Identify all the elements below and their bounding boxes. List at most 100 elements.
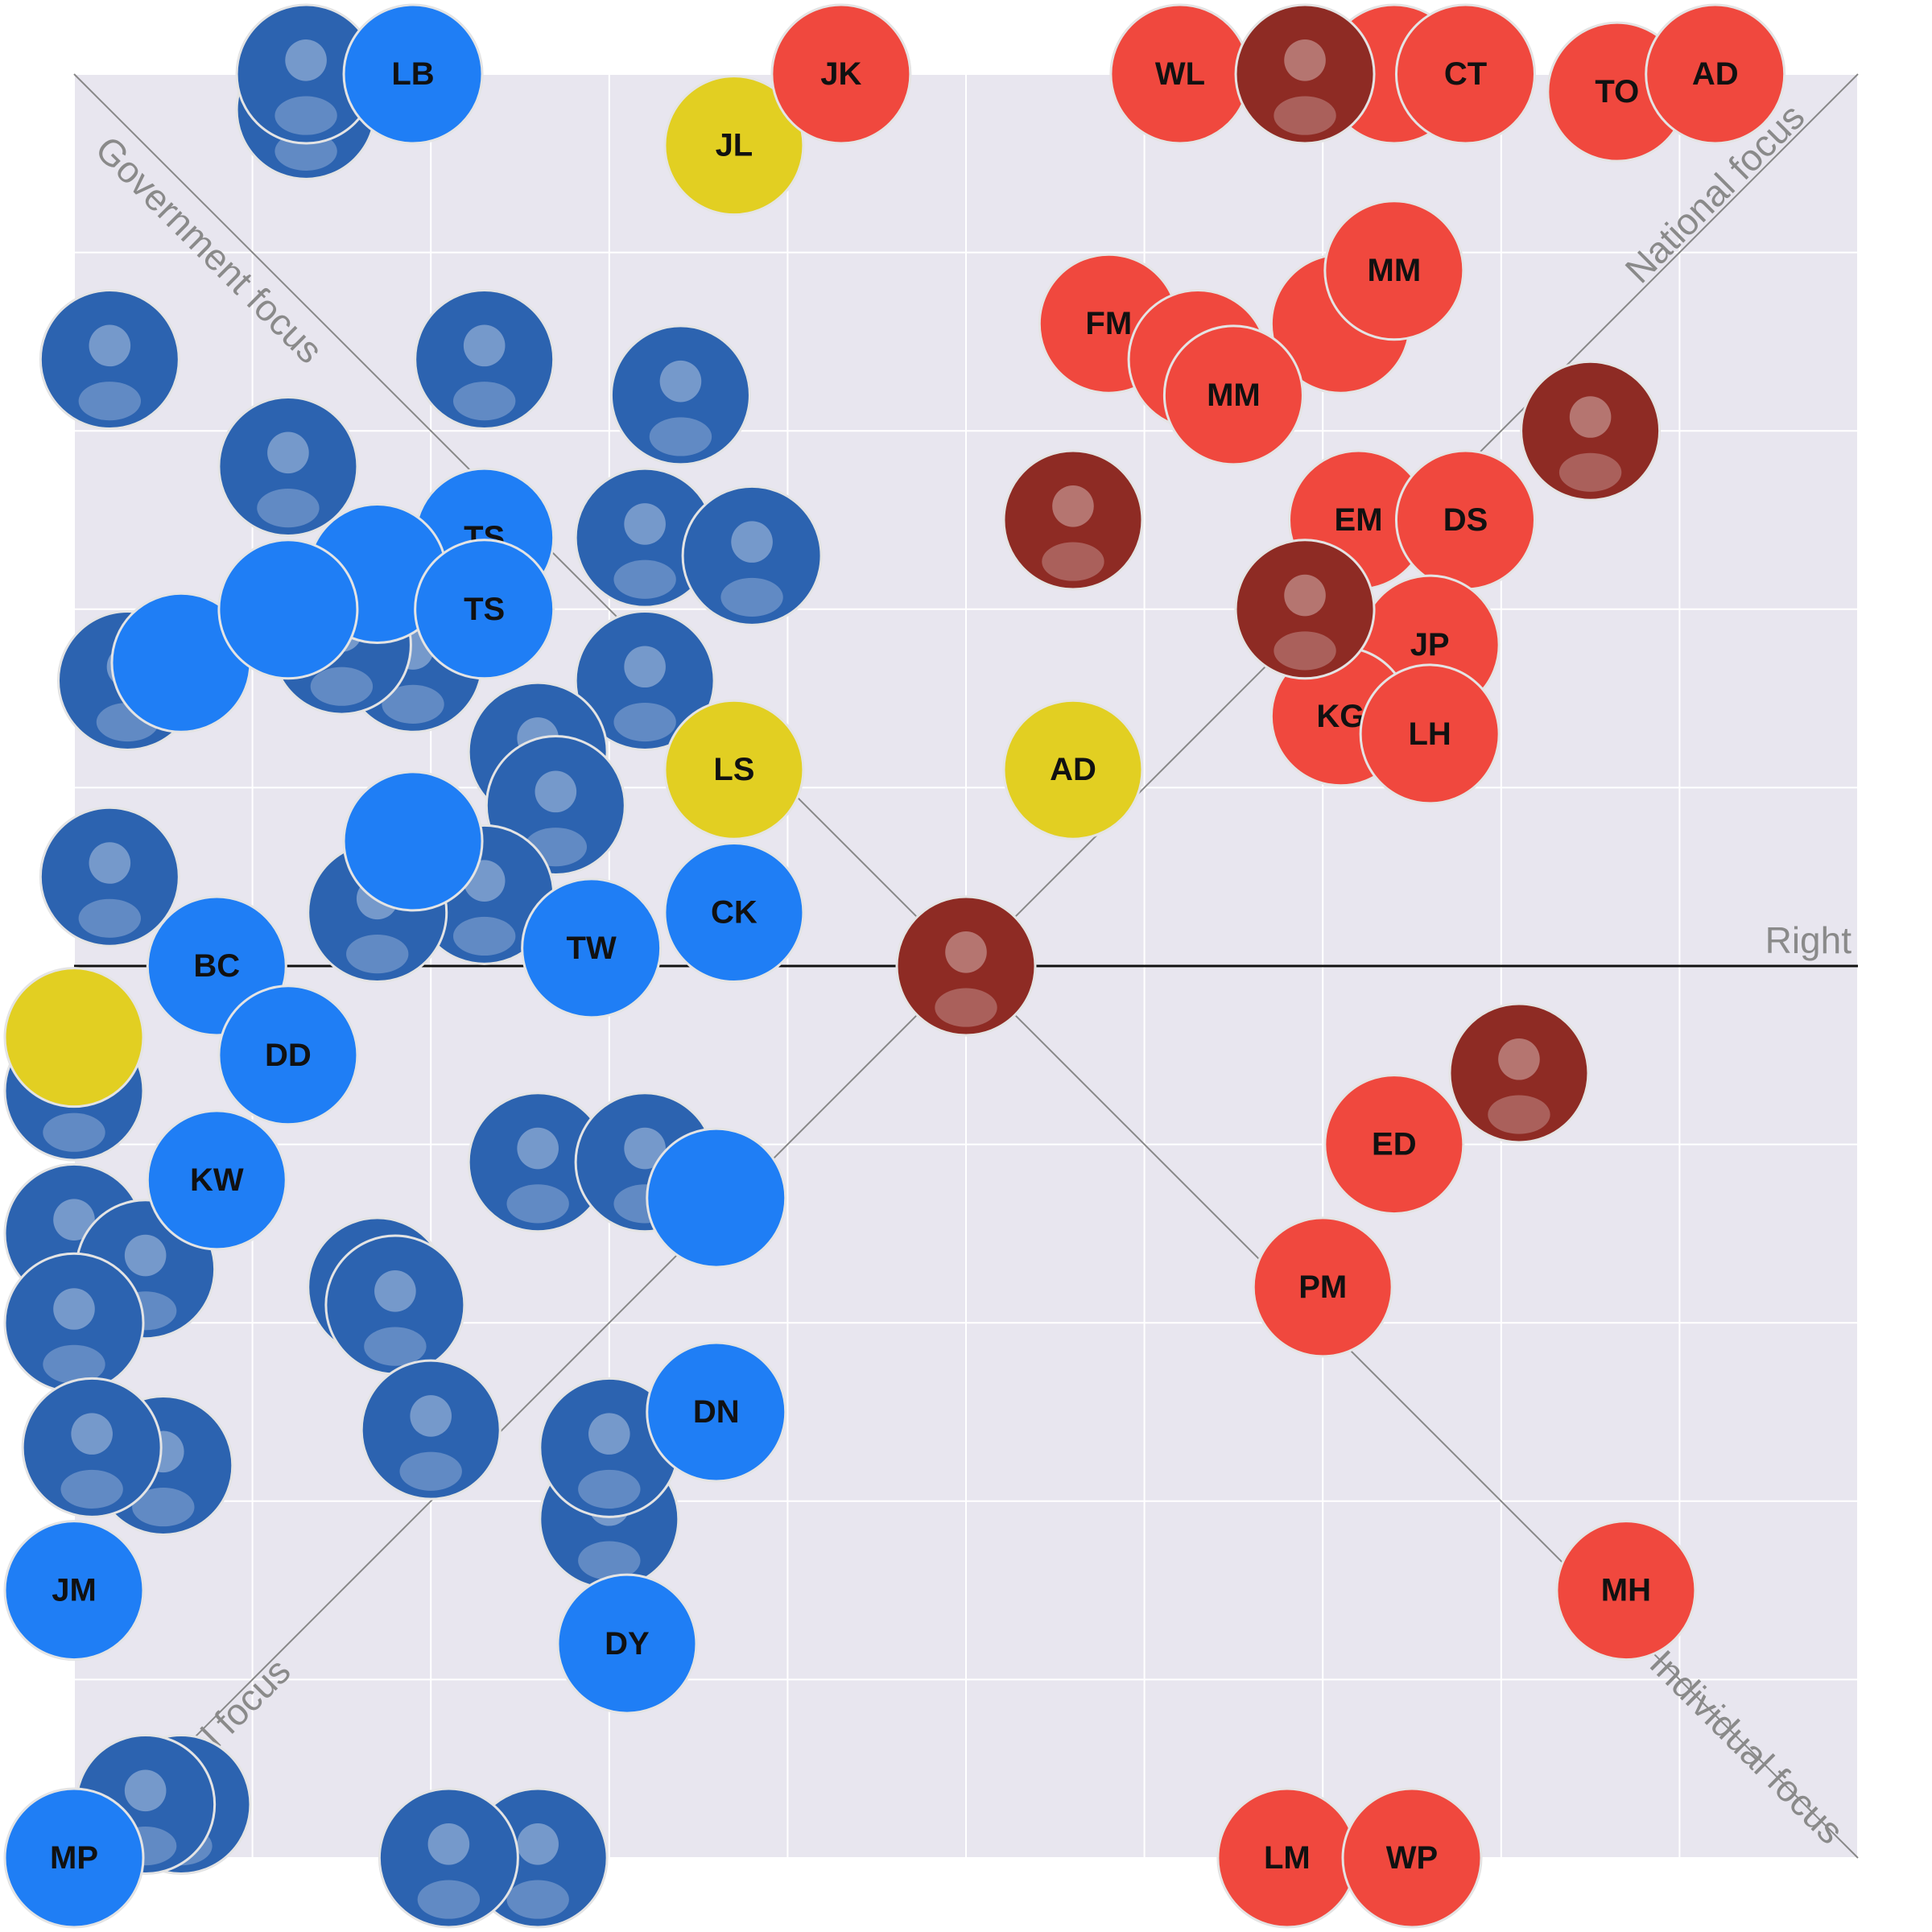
point bbox=[21, 1377, 163, 1518]
point bbox=[1323, 200, 1465, 341]
photo-body bbox=[720, 577, 783, 617]
point bbox=[1359, 663, 1501, 805]
photo-body bbox=[132, 1488, 195, 1527]
point bbox=[378, 1787, 519, 1929]
point bbox=[217, 539, 359, 680]
photo-head bbox=[1284, 39, 1326, 81]
candidate-marker bbox=[39, 289, 180, 431]
candidate-marker bbox=[217, 539, 359, 680]
photo-head bbox=[535, 770, 577, 813]
initials: JL bbox=[716, 128, 753, 163]
point bbox=[414, 289, 555, 431]
point bbox=[1323, 1074, 1465, 1216]
point bbox=[1234, 3, 1376, 145]
point bbox=[1645, 3, 1786, 145]
photo-body bbox=[613, 559, 676, 599]
candidate-marker: LM bbox=[1216, 1787, 1358, 1929]
photo-body bbox=[257, 489, 320, 528]
photo-head bbox=[410, 1395, 452, 1437]
candidate-marker bbox=[1448, 1002, 1590, 1144]
photo-head bbox=[53, 1199, 95, 1241]
photo-body bbox=[506, 1184, 569, 1224]
photo-head bbox=[124, 1769, 167, 1812]
candidate-marker bbox=[217, 396, 359, 538]
point bbox=[1162, 324, 1304, 466]
candidate-marker bbox=[378, 1787, 519, 1929]
photo-body bbox=[310, 667, 374, 706]
photo-head bbox=[89, 324, 131, 367]
photo-head bbox=[517, 1127, 559, 1170]
initials: LM bbox=[1264, 1840, 1311, 1876]
point bbox=[3, 1787, 145, 1929]
photo-body bbox=[506, 1880, 569, 1919]
photo-body bbox=[452, 916, 516, 956]
candidate-marker bbox=[1234, 3, 1376, 145]
photo-body bbox=[935, 988, 997, 1027]
candidate-marker: DN bbox=[646, 1341, 787, 1483]
candidate-marker: PM bbox=[1252, 1216, 1393, 1358]
point bbox=[146, 1109, 287, 1251]
candidate-marker: CK bbox=[663, 842, 805, 984]
candidate-marker: MH bbox=[1555, 1520, 1697, 1662]
photo-body bbox=[1274, 96, 1336, 135]
photo-body bbox=[452, 382, 516, 421]
point bbox=[1002, 699, 1144, 840]
photo-head bbox=[124, 1234, 167, 1277]
candidate-marker bbox=[574, 467, 716, 609]
initials: CT bbox=[1444, 56, 1487, 92]
initials: DD bbox=[265, 1038, 312, 1073]
candidate-marker: MP bbox=[3, 1787, 145, 1929]
candidate-marker: JL bbox=[663, 75, 805, 217]
photo-head bbox=[624, 646, 666, 688]
point bbox=[39, 289, 180, 431]
photo-body bbox=[1042, 542, 1104, 581]
candidate-marker: DD bbox=[217, 985, 359, 1126]
point bbox=[663, 75, 805, 217]
photo-head bbox=[624, 1127, 666, 1170]
point bbox=[556, 1573, 698, 1715]
candidate-marker bbox=[3, 967, 145, 1108]
candidate-marker: AD bbox=[1002, 699, 1144, 840]
photo-body bbox=[78, 382, 142, 421]
candidate-marker bbox=[3, 1252, 145, 1393]
initials: TW bbox=[567, 931, 617, 966]
annotation: Right bbox=[1765, 919, 1852, 961]
initials: CK bbox=[711, 895, 758, 931]
initials: KG bbox=[1316, 699, 1364, 734]
photo-body bbox=[649, 417, 712, 456]
point bbox=[217, 396, 359, 538]
photo-head bbox=[517, 1823, 559, 1865]
photo-head bbox=[1052, 485, 1094, 527]
point bbox=[342, 3, 484, 145]
point bbox=[1520, 360, 1662, 502]
initials: AD bbox=[1050, 752, 1096, 787]
photo-head bbox=[624, 503, 666, 545]
candidate-marker: AD bbox=[1645, 3, 1786, 145]
photo-body bbox=[613, 702, 676, 742]
point bbox=[360, 1359, 502, 1501]
photo-head bbox=[1498, 1038, 1540, 1080]
initials: JP bbox=[1410, 627, 1450, 663]
candidate-marker: KW bbox=[146, 1109, 287, 1251]
photo-head bbox=[588, 1413, 630, 1455]
initials: JM bbox=[52, 1573, 97, 1608]
point bbox=[681, 485, 823, 626]
photo-head bbox=[659, 360, 702, 402]
point bbox=[39, 806, 180, 947]
candidate-marker: WL bbox=[1109, 3, 1251, 145]
candidate-marker: TS bbox=[414, 539, 555, 680]
initials: LB bbox=[391, 56, 434, 92]
candidate-marker: DY bbox=[556, 1573, 698, 1715]
point bbox=[342, 770, 484, 912]
photo-body bbox=[578, 1469, 641, 1509]
initials: MM bbox=[1368, 253, 1422, 288]
point bbox=[646, 1127, 787, 1269]
photo-body bbox=[1488, 1095, 1550, 1134]
initials: KW bbox=[190, 1162, 244, 1198]
photo-body bbox=[399, 1451, 462, 1491]
point bbox=[1341, 1787, 1483, 1929]
point bbox=[574, 609, 716, 751]
initials: JK bbox=[820, 56, 861, 92]
point bbox=[770, 3, 912, 145]
photo-head bbox=[731, 521, 773, 563]
